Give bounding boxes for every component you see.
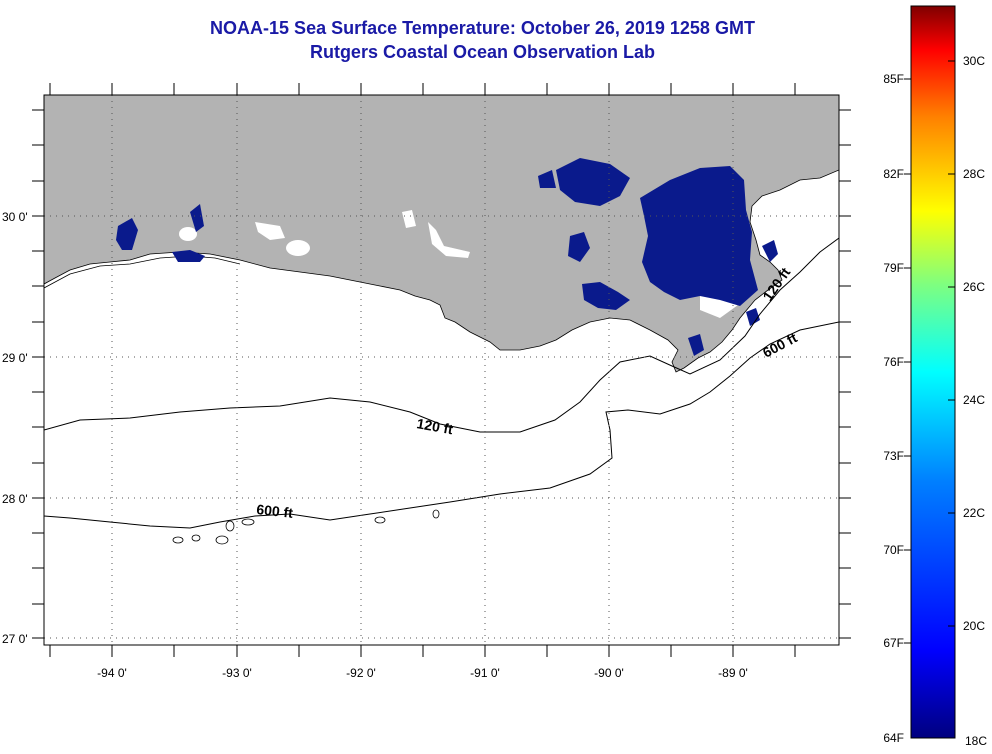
- colorbar-c-label: 22C: [963, 506, 985, 520]
- map-title: NOAA-15 Sea Surface Temperature: October…: [210, 18, 755, 38]
- lon-label: -92 0': [346, 666, 376, 680]
- colorbar-c-label: 24C: [963, 393, 985, 407]
- lat-ticks: [32, 109, 851, 639]
- colorbar-f-label: 67F: [883, 636, 904, 650]
- contour-120ft: [44, 237, 839, 433]
- map-subtitle: Rutgers Coastal Ocean Observation Lab: [309, 42, 656, 62]
- lat-label: 29 0': [2, 351, 28, 365]
- colorbar-f-label: 79F: [883, 261, 904, 275]
- colorbar-c-label: 20C: [963, 619, 985, 633]
- colorbar-c-label: 26C: [963, 280, 985, 294]
- colorbar-f-label: 64F: [883, 731, 904, 745]
- lat-lon-grid: [44, 95, 839, 645]
- contour-label-120ft: 120 ft: [415, 415, 454, 437]
- lat-label: 30 0': [2, 210, 28, 224]
- colorbar-f-label: 73F: [883, 449, 904, 463]
- lon-label: -90 0': [594, 666, 624, 680]
- lon-label: -93 0': [222, 666, 252, 680]
- temperature-colorbar: [910, 5, 956, 739]
- colorbar-f-label: 70F: [883, 543, 904, 557]
- land-mass: [44, 95, 839, 373]
- lon-label: -89 0': [718, 666, 748, 680]
- colorbar-c-label: 18C: [965, 734, 987, 748]
- lon-label: -94 0': [97, 666, 127, 680]
- lat-label: 27 0': [2, 632, 28, 646]
- lon-ticks: [49, 83, 796, 657]
- lon-label: -91 0': [470, 666, 500, 680]
- colorbar-f-label: 82F: [883, 167, 904, 181]
- colorbar-c-label: 30C: [963, 54, 985, 68]
- colorbar-f-label: 85F: [883, 72, 904, 86]
- contour-label-600ft: 600 ft: [256, 501, 294, 521]
- colorbar-f-label: 76F: [883, 355, 904, 369]
- lat-label: 28 0': [2, 492, 28, 506]
- map-frame: [43, 94, 840, 646]
- colorbar-c-label: 28C: [963, 167, 985, 181]
- contour-600ft: [44, 321, 839, 529]
- sst-data-patches: [116, 158, 778, 356]
